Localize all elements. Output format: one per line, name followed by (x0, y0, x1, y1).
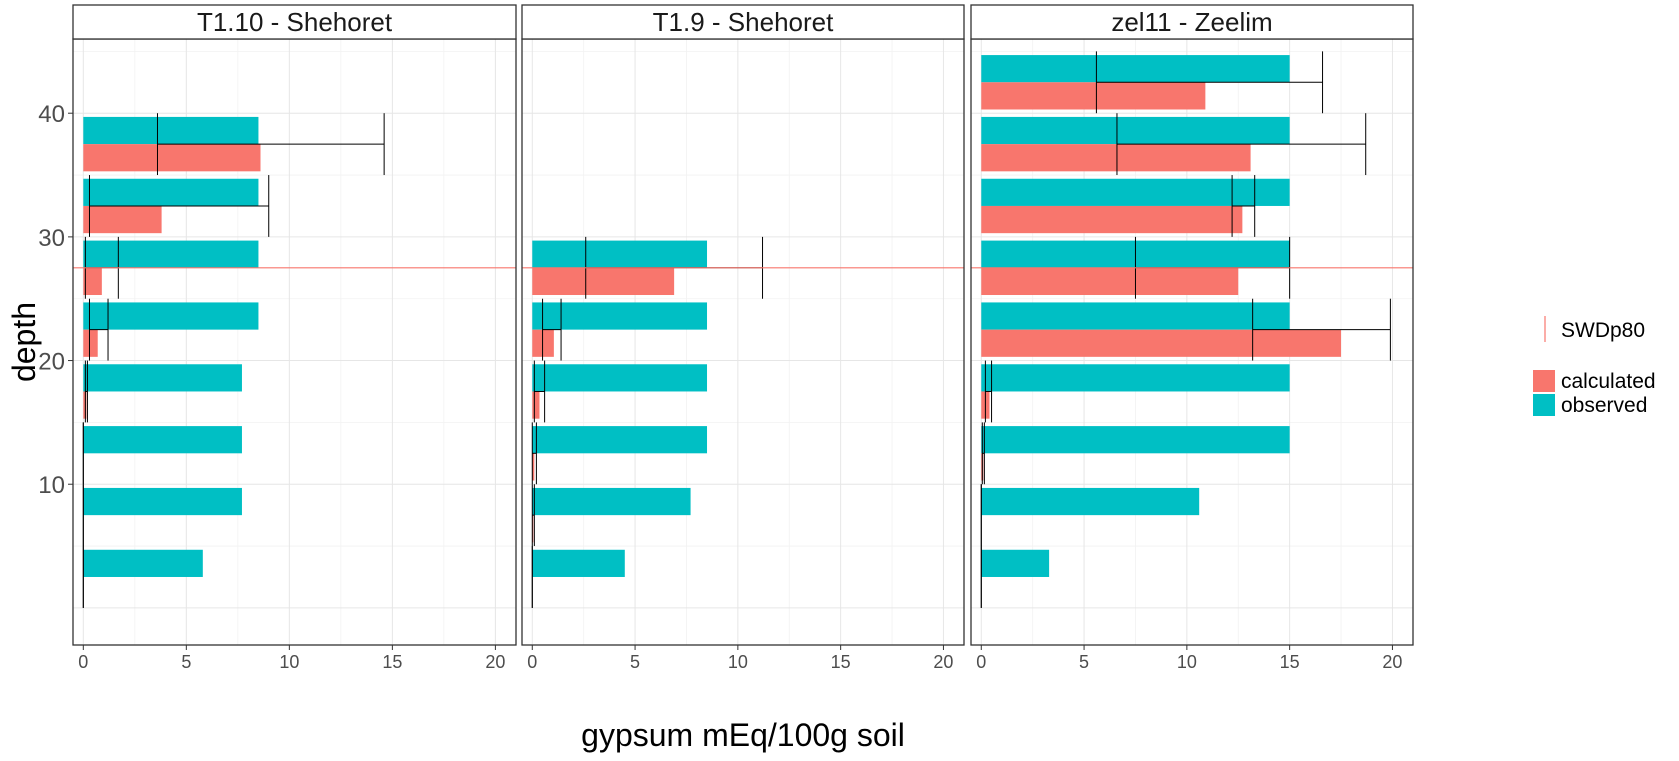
bar-observed (83, 364, 242, 392)
panel-2: T1.9 - Shehoret 0 5 10 15 20 (521, 4, 965, 672)
errorbar-calculated (984, 360, 993, 423)
bar-calculated (83, 144, 261, 172)
errorbar-calculated (1252, 298, 1391, 361)
panel-background (522, 39, 964, 645)
bar-calculated (532, 453, 535, 481)
errorbar-calculated (981, 422, 985, 485)
x-tick-label: 15 (1280, 652, 1300, 672)
errorbar-calculated (84, 360, 88, 423)
bar-observed (532, 549, 625, 577)
x-tick-label: 20 (485, 652, 505, 672)
bar-calculated (83, 267, 102, 296)
errorbar-calculated (88, 298, 109, 361)
bar-observed (981, 549, 1050, 577)
bar-observed (981, 487, 1200, 516)
x-tick-label: 20 (1382, 652, 1402, 672)
errorbar-calculated (1231, 175, 1256, 237)
y-tick-label: 10 (38, 472, 65, 499)
bar-calculated (981, 267, 1239, 296)
errorbar-calculated (533, 360, 546, 423)
errorbar-calculated (1095, 51, 1324, 114)
bar-calculated (532, 391, 540, 419)
bar-observed (83, 487, 242, 516)
legend-key-calculated (1533, 370, 1555, 392)
bar-observed (981, 302, 1290, 330)
bar-calculated (981, 144, 1251, 172)
panel-title: T1.10 - Shehoret (197, 7, 393, 37)
bar-calculated (981, 82, 1206, 110)
legend-label-observed: observed (1561, 394, 1647, 417)
errorbar-calculated (542, 298, 562, 361)
bar-calculated (532, 267, 675, 296)
panel-strip (72, 4, 517, 40)
bar-calculated (981, 205, 1243, 234)
errorbar-calculated (531, 484, 535, 547)
x-tick-label: 0 (976, 652, 986, 672)
bar-calculated (83, 205, 162, 234)
bar-observed (83, 549, 203, 577)
panel-title: zel11 - Zeelim (1111, 7, 1272, 37)
bar-observed (981, 178, 1290, 206)
x-tick-label: 0 (527, 652, 537, 672)
bar-observed (532, 364, 708, 392)
errorbar-calculated (156, 113, 385, 176)
errorbar-calculated (1116, 113, 1367, 176)
bar-observed (981, 364, 1290, 392)
bar-observed (981, 55, 1290, 83)
y-axis-title: depth (6, 302, 42, 382)
x-tick-label: 10 (728, 652, 748, 672)
panel-1: T1.10 - Shehoret 0 5 10 15 20 (72, 4, 517, 672)
x-tick-label: 20 (933, 652, 953, 672)
legend-label-calculated: calculated (1561, 370, 1656, 393)
panel-strip (970, 4, 1414, 40)
bar-observed (532, 426, 708, 454)
panel-3: zel11 - Zeelim 0 5 10 15 20 (970, 4, 1414, 672)
y-tick-label: 40 (38, 101, 65, 128)
bar-observed (83, 178, 259, 206)
legend-label-swdp80: SWDp80 (1561, 319, 1645, 342)
bar-observed (83, 302, 259, 330)
x-tick-label: 15 (382, 652, 402, 672)
x-tick-label: 5 (181, 652, 191, 672)
bar-calculated (83, 329, 98, 357)
bar-calculated (981, 329, 1342, 357)
bar-observed (83, 116, 259, 145)
bar-observed (83, 240, 259, 268)
x-tick-label: 15 (831, 652, 851, 672)
x-tick-label: 10 (1177, 652, 1197, 672)
y-tick-label: 20 (38, 349, 65, 376)
bar-observed (83, 426, 242, 454)
x-axis-title: gypsum mEq/100g soil (581, 717, 905, 753)
bar-observed (981, 426, 1290, 454)
x-tick-label: 10 (279, 652, 299, 672)
y-tick-label: 30 (38, 225, 65, 252)
bar-calculated (532, 515, 534, 543)
errorbar-calculated (88, 175, 270, 237)
bar-calculated (83, 391, 87, 419)
panel-title: T1.9 - Shehoret (653, 7, 834, 37)
x-tick-label: 5 (630, 652, 640, 672)
bar-calculated (532, 329, 554, 357)
errorbar-calculated (531, 422, 537, 485)
bar-observed (532, 302, 708, 330)
bar-observed (981, 116, 1290, 145)
x-tick-label: 0 (78, 652, 88, 672)
x-tick-label: 5 (1079, 652, 1089, 672)
bar-observed (532, 240, 708, 268)
panel-strip (521, 4, 965, 40)
legend-key-observed (1533, 394, 1555, 416)
bar-observed (532, 487, 691, 516)
